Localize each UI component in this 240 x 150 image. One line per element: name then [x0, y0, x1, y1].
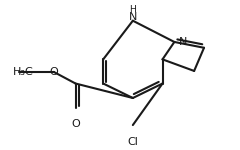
Text: H₃C: H₃C	[13, 67, 34, 77]
Text: O: O	[71, 119, 80, 129]
Text: O: O	[49, 67, 58, 77]
Text: Cl: Cl	[127, 137, 138, 147]
Text: H: H	[129, 5, 136, 14]
Text: N: N	[129, 12, 137, 22]
Text: N: N	[179, 37, 188, 47]
